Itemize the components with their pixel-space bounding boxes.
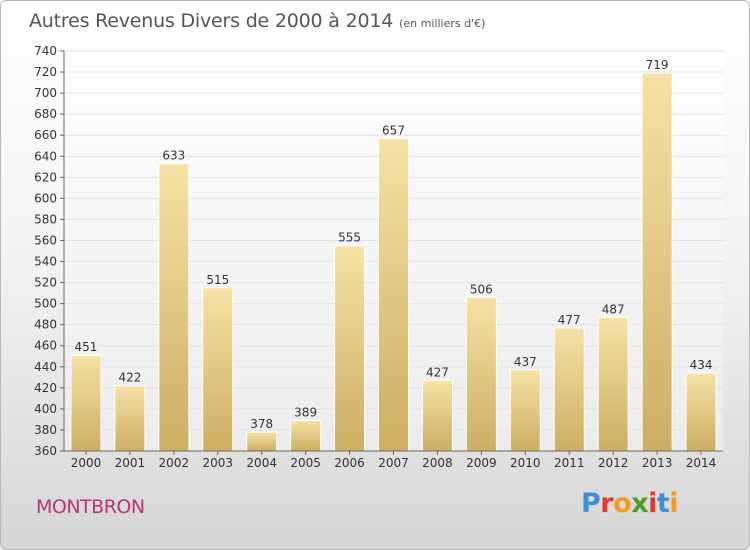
x-tick-label: 2009 [466,456,497,470]
logo-letter: i [648,488,657,519]
value-label: 427 [426,365,449,379]
bar-2001[interactable] [114,385,146,452]
y-tick-label: 420 [34,381,57,395]
x-tick-label: 2007 [378,456,409,470]
chart-title: Autres Revenus Divers de 2000 à 2014 (en … [29,10,485,32]
x-tick-label: 2003 [202,456,233,470]
y-tick-label: 580 [34,212,57,226]
city-name: MONTBRON [36,496,145,518]
y-tick-label: 500 [34,297,57,311]
x-tick-label: 2014 [686,456,717,470]
y-tick-label: 360 [34,444,57,458]
x-tick-label: 2000 [71,456,102,470]
bar-2005[interactable] [290,419,322,452]
x-tick-label: 2011 [554,456,585,470]
y-tick-label: 660 [34,128,57,142]
y-tick-label: 380 [34,423,57,437]
bar-2013[interactable] [641,72,673,452]
y-tick-label: 740 [34,44,57,58]
bar-2006[interactable] [334,245,366,452]
bar-2008[interactable] [421,379,453,452]
value-label: 437 [514,355,537,369]
y-tick-label: 620 [34,170,57,184]
bar-2009[interactable] [465,296,497,452]
value-label: 487 [602,302,625,316]
bar-2012[interactable] [597,316,629,452]
bar-2011[interactable] [553,327,585,452]
y-tick-label: 440 [34,360,57,374]
bar-2007[interactable] [378,137,409,452]
y-tick-label: 600 [34,191,57,205]
logo-letter: x [631,488,649,519]
value-label: 515 [206,273,229,287]
value-label: 657 [382,123,405,137]
y-tick-label: 560 [34,233,57,247]
logo-letter: t [656,488,670,519]
chart-title-text: Autres Revenus Divers de 2000 à 2014 [29,10,394,32]
x-tick-label: 2013 [642,456,673,470]
y-tick-label: 680 [34,107,57,121]
value-label: 389 [294,405,317,419]
bar-2014[interactable] [685,372,717,452]
x-tick-label: 2012 [598,456,629,470]
value-label: 378 [250,417,273,431]
value-label: 506 [470,282,493,296]
value-label: 555 [338,231,361,245]
x-tick-label: 2006 [334,456,365,470]
bar-2002[interactable] [158,163,190,452]
logo-letter: o [613,488,632,519]
proxiti-logo[interactable]: Proxiti [581,488,679,519]
chart-unit: (en milliers d'€) [399,17,486,30]
x-tick-label: 2008 [422,456,453,470]
y-tick-label: 640 [34,149,57,163]
x-tick-label: 2002 [159,456,190,470]
value-label: 477 [558,313,581,327]
x-tick-label: 2004 [246,456,277,470]
x-tick-label: 2005 [290,456,321,470]
y-tick-label: 460 [34,339,57,353]
logo-letter: r [600,488,614,519]
bar-2004[interactable] [246,431,278,452]
value-label: 633 [162,149,185,163]
logo-letter: i [669,488,679,519]
value-label: 719 [646,58,669,72]
value-label: 434 [690,358,713,372]
value-label: 422 [118,371,141,385]
bar-2010[interactable] [509,369,541,452]
y-tick-label: 540 [34,255,57,269]
x-tick-label: 2001 [115,456,146,470]
bar-2000[interactable] [70,354,102,452]
bar-2003[interactable] [202,287,234,452]
y-tick-label: 400 [34,402,57,416]
y-tick-label: 520 [34,276,57,290]
x-tick-label: 2010 [510,456,541,470]
y-tick-label: 700 [34,86,57,100]
value-label: 451 [75,340,98,354]
y-tick-label: 480 [34,318,57,332]
y-tick-label: 720 [34,65,57,79]
logo-letter: P [581,488,601,519]
